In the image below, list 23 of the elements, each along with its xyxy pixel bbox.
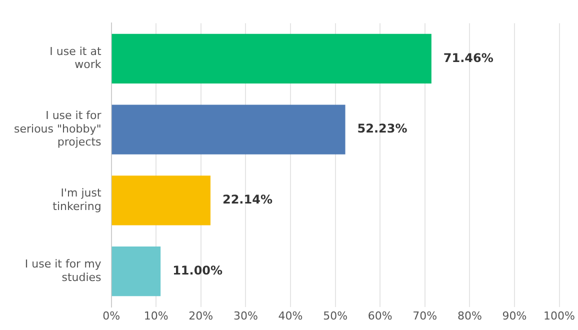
x-tick-label: 60% <box>368 309 392 322</box>
x-tick-label: 0% <box>102 309 120 322</box>
y-tick-label: I use it at work <box>50 44 102 72</box>
x-tick-label: 30% <box>233 309 258 322</box>
x-tick-label: 20% <box>188 309 214 322</box>
x-tick-label: 100% <box>544 309 576 322</box>
bar <box>112 104 346 154</box>
y-tick-label: I use it for serious "hobby" projects <box>14 109 102 149</box>
data-label: 11.00% <box>172 263 223 278</box>
x-tick-label: 90% <box>502 309 527 322</box>
x-tick-label: 80% <box>457 309 482 322</box>
y-tick-label: I'm just tinkering <box>52 186 102 213</box>
x-tick-label: 70% <box>412 309 438 322</box>
x-tick-label: 40% <box>278 309 303 322</box>
data-label: 22.14% <box>222 192 272 207</box>
bar <box>112 176 210 226</box>
bar <box>112 246 161 296</box>
data-label: 71.46% <box>443 50 494 65</box>
x-tick-label: 50% <box>323 309 348 322</box>
x-tick-label: 10% <box>144 309 168 322</box>
data-label: 52.23% <box>357 122 408 136</box>
bar <box>112 34 432 84</box>
y-tick-label: I use it for my studies <box>24 258 102 284</box>
